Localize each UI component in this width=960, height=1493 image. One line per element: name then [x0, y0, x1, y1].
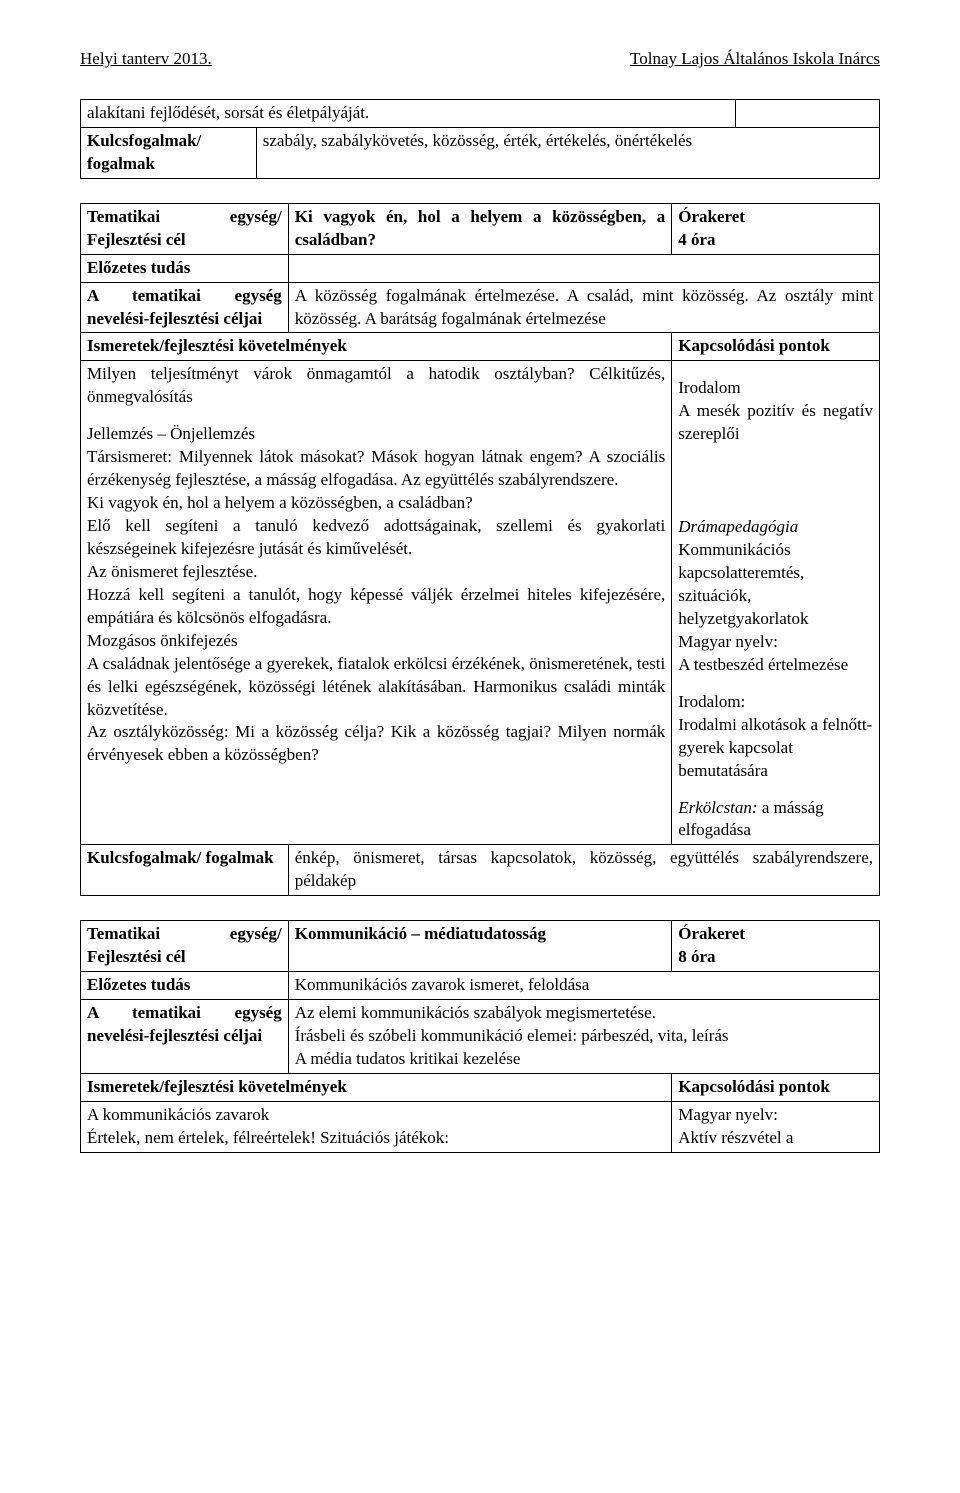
para: Társismeret: Milyennek látok másokat? Má… — [87, 446, 665, 492]
kp-line: Erkölcstan: a másság elfogadása — [678, 797, 873, 843]
cell-kapcsolodasi-body: Irodalom A mesék pozitív és negatív szer… — [672, 361, 880, 845]
cell-kulcsfogalmak-label: Kulcsfogalmak/ fogalmak — [81, 127, 257, 178]
cell-kf-label: Kulcsfogalmak/ fogalmak — [81, 845, 289, 896]
cell-kapcsolodasi-header: Kapcsolódási pontok — [672, 333, 880, 361]
cell-kapcsolodasi-header: Kapcsolódási pontok — [672, 1073, 880, 1101]
kp-line: Irodalom — [678, 377, 873, 400]
line: Értelek, nem értelek, félreértelek! Szit… — [87, 1127, 665, 1150]
cell-ismeretek-header: Ismeretek/fejlesztési követelmények — [81, 1073, 672, 1101]
table-unit-2: Tematikai egység/ Fejlesztési cél Ki vag… — [80, 203, 880, 897]
line: A média tudatos kritikai kezelése — [295, 1049, 521, 1068]
kp-line: A testbeszéd értelmezése — [678, 654, 873, 677]
cell-kapcsolodasi-body: Magyar nyelv: Aktív részvétel a — [672, 1101, 880, 1152]
cell-celjai-value: A közösség fogalmának értelmezése. A csa… — [288, 282, 879, 333]
orakeret-label: Órakeret — [678, 207, 745, 226]
kp-line: A mesék pozitív és negatív szereplői — [678, 400, 873, 446]
cell-elozetes-label: Előzetes tudás — [81, 254, 289, 282]
kp-italic: Erkölcstan: — [678, 798, 757, 817]
cell-ismeretek-body: Milyen teljesítményt várok önmagamtól a … — [81, 361, 672, 845]
cell-elozetes-label: Előzetes tudás — [81, 972, 289, 1000]
line: Írásbeli és szóbeli kommunikáció elemei:… — [295, 1026, 729, 1045]
para: Hozzá kell segíteni a tanulót, hogy képe… — [87, 584, 665, 630]
kp-line: Kommunikációs kapcsolatteremtés, szituác… — [678, 539, 873, 631]
header-right: Tolnay Lajos Általános Iskola Inárcs — [630, 48, 880, 71]
para: Milyen teljesítményt várok önmagamtól a … — [87, 363, 665, 409]
para: Az osztályközösség: Mi a közösség célja?… — [87, 721, 665, 767]
line: Az elemi kommunikációs szabályok megisme… — [295, 1003, 656, 1022]
line: A kommunikációs zavarok — [87, 1104, 665, 1127]
cell-ismeretek-header: Ismeretek/fejlesztési követelmények — [81, 333, 672, 361]
kp-line: Irodalom: — [678, 691, 873, 714]
cell-celjai-value: Az elemi kommunikációs szabályok megisme… — [288, 1000, 879, 1074]
para: Az önismeret fejlesztése. — [87, 561, 665, 584]
header-left: Helyi tanterv 2013. — [80, 48, 212, 71]
para: Mozgásos önkifejezés — [87, 630, 665, 653]
page-header: Helyi tanterv 2013. Tolnay Lajos Általán… — [80, 48, 880, 71]
cell-elozetes-value: Kommunikációs zavarok ismeret, feloldása — [288, 972, 879, 1000]
cell-kf-value: énkép, önismeret, társas kapcsolatok, kö… — [288, 845, 879, 896]
para: Elő kell segíteni a tanuló kedvező adott… — [87, 515, 665, 561]
line: Aktív részvétel a — [678, 1127, 873, 1150]
kp-line-italic: Drámapedagógia — [678, 516, 873, 539]
orakeret-label: Órakeret — [678, 924, 745, 943]
kp-line: Irodalmi alkotások a felnőtt-gyerek kapc… — [678, 714, 873, 783]
cell-tematikai-title: Kommunikáció – médiatudatosság — [288, 921, 672, 972]
table-unit-3: Tematikai egység/ Fejlesztési cél Kommun… — [80, 920, 880, 1152]
para: Ki vagyok én, hol a helyem a közösségben… — [87, 492, 665, 515]
cell-tematikai-label: Tematikai egység/ Fejlesztési cél — [81, 203, 289, 254]
para: Jellemzés – Önjellemzés — [87, 423, 665, 446]
table-continuation: alakítani fejlődését, sorsát és életpály… — [80, 99, 880, 179]
cell-celjai-label: A tematikai egység nevelési-fejlesztési … — [81, 282, 289, 333]
orakeret-value: 8 óra — [678, 947, 715, 966]
cell-ismeretek-body: A kommunikációs zavarok Értelek, nem ért… — [81, 1101, 672, 1152]
cell-celjai-label: A tematikai egység nevelési-fejlesztési … — [81, 1000, 289, 1074]
kp-line: Magyar nyelv: — [678, 631, 873, 654]
cell-empty — [736, 99, 880, 127]
cell-kulcsfogalmak-value: szabály, szabálykövetés, közösség, érték… — [256, 127, 879, 178]
para: A családnak jelentősége a gyerekek, fiat… — [87, 653, 665, 722]
cell-tematikai-label: Tematikai egység/ Fejlesztési cél — [81, 921, 289, 972]
line: Magyar nyelv: — [678, 1104, 873, 1127]
orakeret-value: 4 óra — [678, 230, 715, 249]
cell-orakeret: Órakeret 8 óra — [672, 921, 880, 972]
cell-prev-content: alakítani fejlődését, sorsát és életpály… — [81, 99, 736, 127]
cell-elozetes-value — [288, 254, 879, 282]
cell-orakeret: Órakeret 4 óra — [672, 203, 880, 254]
cell-tematikai-title: Ki vagyok én, hol a helyem a közösségben… — [288, 203, 672, 254]
